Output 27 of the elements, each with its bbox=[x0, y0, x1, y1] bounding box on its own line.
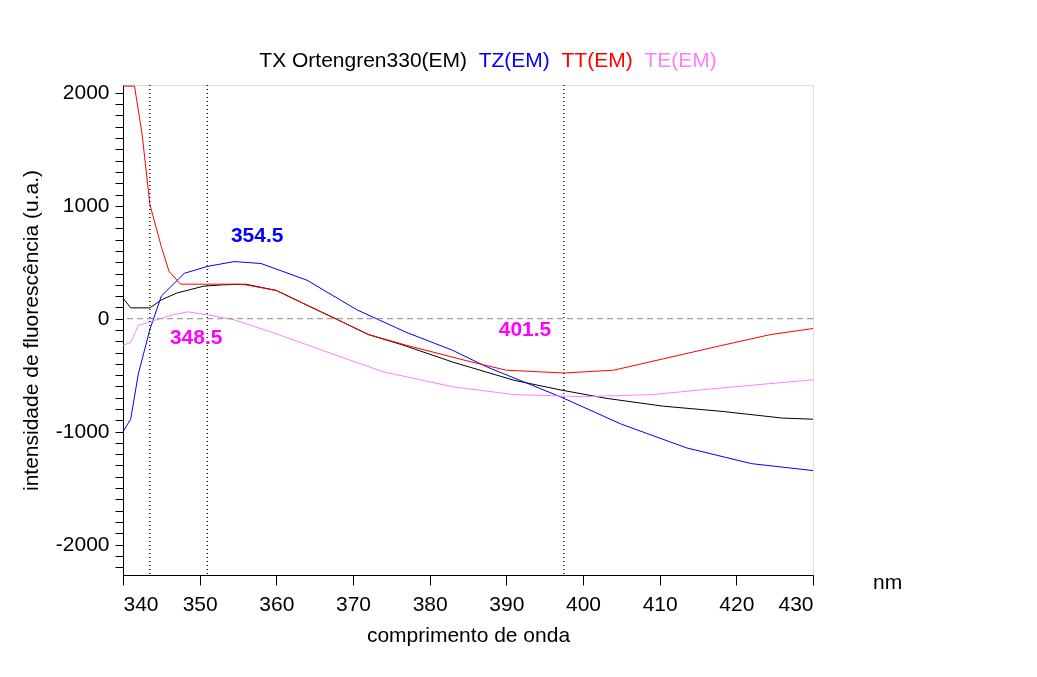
x-tick-label: 420 bbox=[719, 591, 755, 615]
x-tick-label: 410 bbox=[642, 591, 678, 615]
x-tick-label: 360 bbox=[259, 591, 295, 615]
annotation: 348.5 bbox=[169, 324, 223, 348]
y-tick-label: -2000 bbox=[55, 532, 110, 556]
text: TX Ortengren330(EM) bbox=[259, 48, 468, 71]
text: TT(EM) bbox=[561, 48, 633, 71]
annotation: 354.5 bbox=[230, 222, 284, 246]
line-series bbox=[122, 85, 814, 374]
x-tick-label: 350 bbox=[182, 591, 218, 615]
y-tick-label: 2000 bbox=[62, 80, 110, 104]
text: TE(EM) bbox=[644, 48, 717, 71]
y-tick-label: 0 bbox=[97, 306, 110, 330]
x-tick-label: 370 bbox=[335, 591, 372, 615]
line-series bbox=[122, 311, 814, 398]
x-tick-label: 390 bbox=[489, 591, 525, 615]
x-tick-label: 400 bbox=[565, 591, 602, 615]
text: TZ(EM) bbox=[478, 48, 550, 71]
x-axis-title: comprimento de onda bbox=[366, 622, 571, 646]
y-tick-label: -1000 bbox=[55, 419, 110, 443]
y-axis-title: intensidade de fluorescência (u.a.) bbox=[18, 169, 42, 492]
x-tick-label: 430 bbox=[778, 591, 814, 615]
x-tick-label: 340 bbox=[123, 591, 159, 615]
annotation: 401.5 bbox=[498, 317, 552, 340]
text: nm bbox=[873, 570, 903, 593]
x-tick-label: 380 bbox=[412, 591, 448, 615]
y-tick-label: 1000 bbox=[62, 193, 110, 217]
